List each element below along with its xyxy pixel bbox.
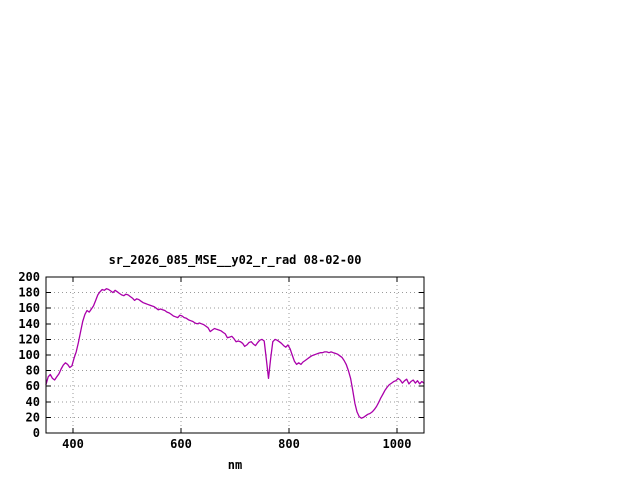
y-tick-label: 120	[18, 332, 40, 346]
x-tick-label: 1000	[383, 437, 412, 451]
y-tick-label: 40	[26, 395, 40, 409]
y-tick-label: 200	[18, 270, 40, 284]
x-axis-label: nm	[228, 458, 242, 472]
y-tick-label: 160	[18, 301, 40, 315]
y-tick-label: 80	[26, 364, 40, 378]
x-tick-label: 400	[62, 437, 84, 451]
x-tick-label: 800	[278, 437, 300, 451]
y-tick-label: 60	[26, 379, 40, 393]
chart-title: sr_2026_085_MSE__y02_r_rad 08-02-00	[109, 253, 362, 268]
y-tick-label: 0	[33, 426, 40, 440]
y-tick-label: 20	[26, 410, 40, 424]
x-tick-label: 600	[170, 437, 192, 451]
y-tick-label: 180	[18, 286, 40, 300]
y-tick-label: 100	[18, 348, 40, 362]
radiance-curve	[45, 288, 425, 419]
y-tick-label: 140	[18, 317, 40, 331]
